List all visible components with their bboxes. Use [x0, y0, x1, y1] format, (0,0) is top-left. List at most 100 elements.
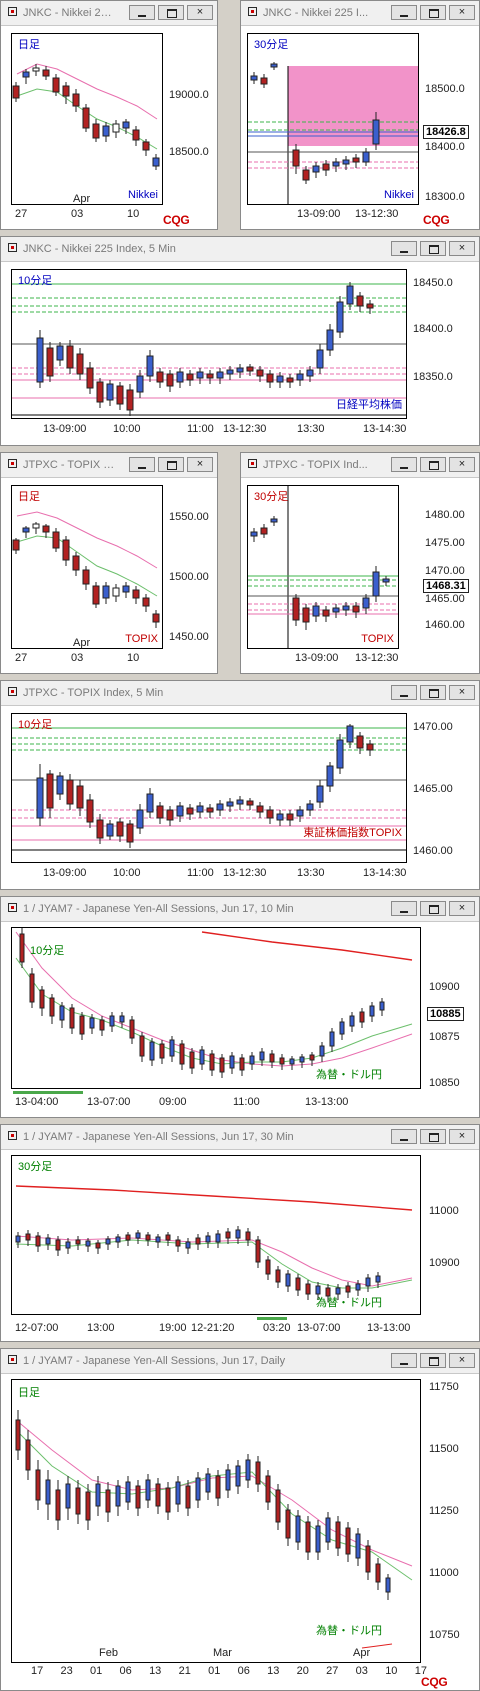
chart-window-yen-30min[interactable]: 1 / JYAM7 - Japanese Yen-All Sessions, J…: [0, 1124, 480, 1342]
minimize-button[interactable]: [129, 457, 155, 472]
x-tick: 13-14:30: [363, 423, 407, 435]
y-tick: 18300.0: [425, 191, 465, 203]
chart-window-yen-10min[interactable]: 1 / JYAM7 - Japanese Yen-All Sessions, J…: [0, 896, 480, 1118]
candlestick-chart: [15, 1185, 413, 1302]
minimize-button[interactable]: [391, 1129, 417, 1144]
cqg-logo: CQG: [421, 1675, 448, 1689]
window-title: 1 / JYAM7 - Japanese Yen-All Sessions, J…: [23, 1355, 286, 1367]
x-tick: 13-12:30: [355, 652, 399, 664]
chart-plot-area[interactable]: 日足 Nikkei: [11, 33, 163, 205]
chart-window-yen-daily[interactable]: 1 / JYAM7 - Japanese Yen-All Sessions, J…: [0, 1348, 480, 1691]
title-bar[interactable]: JTPXC - TOPIX Ind... ×: [241, 453, 479, 478]
x-tick: 13-09:00: [43, 867, 87, 879]
chart-plot-area[interactable]: 30分足 為替・ドル円: [11, 1155, 421, 1315]
minimize-button[interactable]: [129, 5, 155, 20]
chart-plot-area[interactable]: 日足 TOPIX: [11, 485, 163, 649]
x-tick: 01: [90, 1665, 103, 1677]
title-bar[interactable]: 1 / JYAM7 - Japanese Yen-All Sessions, J…: [1, 897, 479, 922]
maximize-button[interactable]: [420, 1353, 446, 1368]
title-bar[interactable]: 1 / JYAM7 - Japanese Yen-All Sessions, J…: [1, 1349, 479, 1374]
close-button[interactable]: ×: [449, 1129, 475, 1144]
title-bar[interactable]: JTPXC - TOPIX In... ×: [1, 453, 217, 478]
instrument-label: Nikkei: [384, 189, 414, 201]
instrument-label: TOPIX: [125, 633, 158, 645]
maximize-button[interactable]: [420, 5, 446, 20]
last-price-box: 10885: [427, 1007, 464, 1021]
y-tick: 1465.00: [425, 593, 465, 605]
maximize-button[interactable]: [158, 5, 184, 20]
x-tick: 13-07:00: [87, 1096, 131, 1108]
close-button[interactable]: ×: [449, 241, 475, 256]
window-title: JTPXC - TOPIX Ind...: [263, 459, 368, 471]
chart-plot-area[interactable]: 10分足 東証株価指数TOPIX: [11, 713, 407, 863]
y-tick: 11750: [429, 1381, 459, 1393]
candlestick-chart: [15, 928, 413, 1078]
chart-plot-area[interactable]: 日足 為替・ドル円: [11, 1379, 421, 1663]
minimize-button[interactable]: [391, 241, 417, 256]
minimize-button[interactable]: [391, 457, 417, 472]
maximize-button[interactable]: [420, 241, 446, 256]
x-tick: 06: [119, 1665, 132, 1677]
close-button[interactable]: ×: [449, 457, 475, 472]
x-tick: 27: [15, 652, 28, 664]
last-price-box: 1468.31: [423, 579, 469, 593]
chart-window-nikkei-daily[interactable]: JNKC - Nikkei 225... ×: [0, 0, 218, 230]
chart-plot-area[interactable]: 30分足 TOPIX: [247, 485, 399, 649]
y-tick: 10900: [429, 1257, 460, 1269]
minimize-button[interactable]: [391, 5, 417, 20]
title-bar[interactable]: JNKC - Nikkei 225 I... ×: [241, 1, 479, 26]
chart-plot-area[interactable]: 10分足 日経平均株価: [11, 269, 407, 419]
y-tick: 11500: [429, 1443, 459, 1455]
y-tick: 19000.0: [169, 89, 209, 101]
title-bar[interactable]: JTPXC - TOPIX Index, 5 Min ×: [1, 681, 479, 706]
timeframe-label: 日足: [18, 39, 40, 51]
y-tick: 1460.00: [413, 845, 453, 857]
title-bar[interactable]: JNKC - Nikkei 225 Index, 5 Min ×: [1, 237, 479, 262]
x-tick: 13-09:00: [43, 423, 87, 435]
chart-window-nikkei-30min[interactable]: JNKC - Nikkei 225 I... ×: [240, 0, 480, 230]
instrument-label: 東証株価指数TOPIX: [303, 827, 402, 839]
x-month-label: Apr: [73, 637, 91, 649]
x-tick: 09:00: [159, 1096, 187, 1108]
session-bar: [257, 1317, 287, 1320]
title-bar[interactable]: 1 / JYAM7 - Japanese Yen-All Sessions, J…: [1, 1125, 479, 1150]
minimize-button[interactable]: [391, 685, 417, 700]
x-month-label: Feb: [99, 1647, 118, 1659]
chart-window-topix-daily[interactable]: JTPXC - TOPIX In... ×: [0, 452, 218, 674]
close-button[interactable]: ×: [449, 685, 475, 700]
chart-window-topix-30min[interactable]: JTPXC - TOPIX Ind... ×: [240, 452, 480, 674]
chart-window-icon: [8, 687, 17, 696]
candlestick-chart: [12, 282, 406, 416]
x-tick: 10:00: [113, 423, 141, 435]
maximize-button[interactable]: [420, 1129, 446, 1144]
close-button[interactable]: ×: [187, 5, 213, 20]
chart-window-nikkei-5min[interactable]: JNKC - Nikkei 225 Index, 5 Min ×: [0, 236, 480, 446]
instrument-label: 為替・ドル円: [316, 1297, 382, 1309]
window-title: JTPXC - TOPIX In...: [23, 459, 115, 471]
x-tick: 03:20: [263, 1322, 291, 1334]
timeframe-label: 10分足: [18, 719, 53, 731]
minimize-button[interactable]: [391, 901, 417, 916]
window-title: JTPXC - TOPIX Index, 5 Min: [23, 687, 164, 699]
close-button[interactable]: ×: [449, 5, 475, 20]
chart-plot-area[interactable]: 30分足 Nikkei: [247, 33, 419, 205]
x-tick: 13-04:00: [15, 1096, 59, 1108]
close-button[interactable]: ×: [449, 1353, 475, 1368]
timeframe-label: 30分足: [254, 491, 289, 503]
x-month-label: Apr: [353, 1647, 371, 1659]
close-button[interactable]: ×: [187, 457, 213, 472]
y-tick: 10750: [429, 1629, 460, 1641]
chart-plot-area[interactable]: 10分足 為替・ドル円: [11, 927, 421, 1089]
x-tick: 13-14:30: [363, 867, 407, 879]
minimize-button[interactable]: [391, 1353, 417, 1368]
maximize-button[interactable]: [158, 457, 184, 472]
close-button[interactable]: ×: [449, 901, 475, 916]
title-bar[interactable]: JNKC - Nikkei 225... ×: [1, 1, 217, 26]
maximize-button[interactable]: [420, 457, 446, 472]
maximize-button[interactable]: [420, 685, 446, 700]
maximize-button[interactable]: [420, 901, 446, 916]
instrument-label: 為替・ドル円: [316, 1625, 382, 1637]
x-tick: 27: [326, 1665, 339, 1677]
chart-window-topix-5min[interactable]: JTPXC - TOPIX Index, 5 Min ×: [0, 680, 480, 890]
last-price-box: 18426.8: [423, 125, 469, 139]
